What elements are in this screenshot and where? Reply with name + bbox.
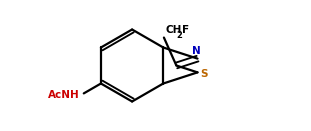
Text: F: F bbox=[182, 25, 189, 35]
Text: AcNH: AcNH bbox=[48, 90, 79, 100]
Text: CH: CH bbox=[166, 25, 182, 35]
Text: S: S bbox=[200, 69, 208, 79]
Text: N: N bbox=[192, 46, 201, 56]
Text: 2: 2 bbox=[177, 31, 183, 40]
